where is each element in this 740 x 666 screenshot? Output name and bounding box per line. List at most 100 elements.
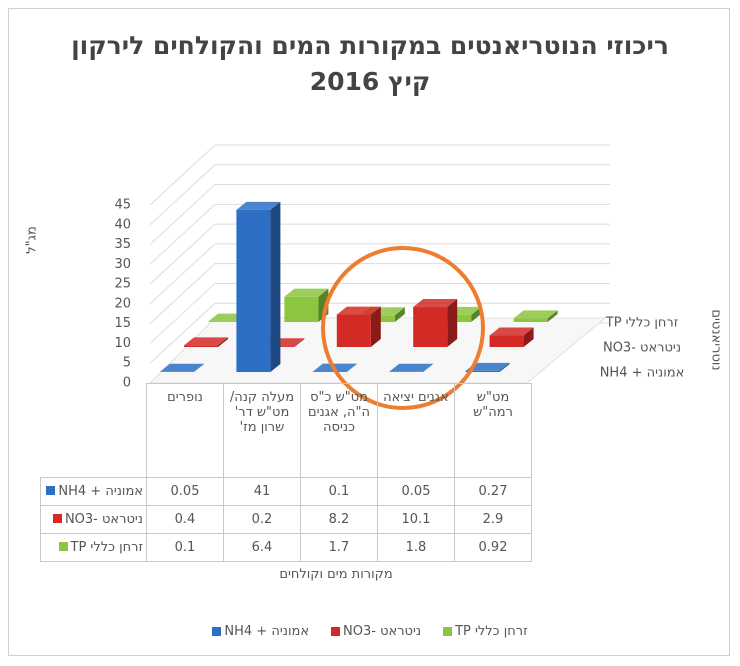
bar-side [194, 363, 204, 372]
table-cell: 0.92 [454, 533, 532, 562]
bar-side [294, 338, 305, 347]
bar [513, 310, 558, 322]
y-tick-label: 25 [114, 277, 131, 292]
bar-top [184, 337, 228, 346]
bar-side [218, 337, 228, 347]
frame [8, 8, 730, 656]
table-header-row: נופרים מעלה קנה/ מט"ש דר' שרון מז' מט"ש כ"… [41, 383, 532, 478]
table-row: TP זרחן כללי 0.1 6.4 1.7 1.8 0.92 [40, 533, 532, 562]
bar-side [499, 362, 510, 372]
grid-line [149, 203, 610, 265]
grid-line [149, 184, 610, 245]
bar-front [184, 345, 218, 347]
legend-icon [212, 627, 222, 636]
table-cell: 10.1 [377, 505, 455, 534]
table-cell: 41 [223, 477, 301, 506]
y-tick-label: 30 [114, 257, 131, 272]
table-row-label: NO3- ניטראט [64, 512, 143, 527]
grid-line [149, 243, 610, 305]
bar-front [465, 370, 500, 372]
bar-side [547, 310, 558, 322]
bar-front [336, 314, 371, 347]
y-tick-label: 40 [114, 217, 131, 232]
y-tick-label: 35 [114, 237, 131, 252]
table-cell: 6.4 [223, 533, 301, 562]
legend-icon [58, 542, 68, 551]
bar [465, 362, 510, 372]
table-cell: 0.4 [146, 505, 224, 534]
grid-line [149, 144, 610, 206]
bar-side [270, 201, 281, 372]
table-header-cell: מט"ש כ"ס ה"ה, אגנים כניסה [300, 383, 378, 478]
bar-front [413, 307, 448, 347]
bar [236, 201, 281, 372]
bar-top [465, 362, 510, 371]
y-tick-label: 15 [114, 316, 131, 331]
bar-side [471, 306, 482, 322]
grid-line [149, 263, 610, 325]
bar [389, 363, 434, 372]
table-row-label: NH4 + אמוניה [58, 484, 143, 499]
table-cell: 8.2 [300, 505, 378, 534]
bar [160, 363, 204, 372]
table-cell: 0.05 [377, 477, 455, 506]
z-tick-label: TP זרחן כללי [605, 316, 679, 331]
legend-icon [331, 627, 341, 636]
y-tick-label: 5 [123, 356, 131, 371]
bar-front [236, 209, 271, 372]
grid-line [149, 164, 610, 226]
grid-line [149, 223, 610, 285]
legend-label: TP זרחן כללי [455, 624, 528, 639]
table-row-label: TP זרחן כללי [70, 540, 144, 555]
table-cell: 1.7 [300, 533, 378, 562]
y-tick-label: 10 [114, 336, 131, 351]
bar-top [284, 288, 329, 297]
legend-label: NO3- ניטראט [343, 624, 422, 639]
bar-front [284, 296, 319, 322]
table-cell: 2.9 [454, 505, 532, 534]
table-row-header: NH4 + אמוניה [40, 477, 147, 506]
table-row-header: TP זרחן כללי [40, 533, 147, 562]
table-cell: 0.05 [146, 477, 224, 506]
table-header-cell: נופרים [146, 383, 224, 478]
legend-item: TP זרחן כללי [443, 624, 528, 639]
y-tick-label: 20 [114, 296, 131, 311]
bar-side [423, 363, 434, 372]
bar-top [413, 299, 458, 308]
chart-title: ריכוזי הנוטריאנטים במקורות המים והקולחים… [71, 31, 669, 96]
grid-line [149, 282, 610, 344]
data-table: נופרים מעלה קנה/ מט"ש דר' שרון מז' מט"ש כ"… [40, 383, 532, 562]
bar-top [160, 363, 204, 372]
legend-label: NH4 + אמוניה [224, 624, 310, 639]
table-corner [41, 384, 147, 478]
table-cell: 1.8 [377, 533, 455, 562]
y-axis-label: מג"ל [25, 226, 40, 254]
z-tick-label: NO3- ניטראט [603, 341, 681, 356]
bar-top [336, 306, 381, 315]
bar-top [513, 310, 558, 319]
y-tick-label: 0 [123, 376, 131, 391]
z-axis-label: נוטריאנטים [709, 309, 724, 370]
legend-item: NH4 + אמוניה [212, 624, 309, 639]
bar-side [394, 307, 405, 322]
legend-icon [52, 514, 62, 523]
bar-top [236, 201, 281, 210]
table-cell: 0.2 [223, 505, 301, 534]
z-tick-label: NH4 + אמוניה [600, 366, 685, 381]
bar-side [523, 327, 534, 347]
bar [489, 327, 534, 347]
legend-item: NO3- ניטראט [331, 624, 421, 639]
table-header-cell: אגנים יציאה [377, 383, 455, 478]
bar [413, 299, 458, 347]
table-cell: 0.1 [300, 477, 378, 506]
bar-front [489, 335, 524, 347]
y-tick-label: 45 [114, 198, 131, 213]
table-row: NO3- ניטראט 0.4 0.2 8.2 10.1 2.9 [40, 505, 532, 534]
table-row-header: NO3- ניטראט [40, 505, 147, 534]
legend-icon [46, 486, 56, 495]
table-cell: 0.27 [454, 477, 532, 506]
legend-icon [443, 627, 453, 636]
bar-side [346, 363, 357, 372]
